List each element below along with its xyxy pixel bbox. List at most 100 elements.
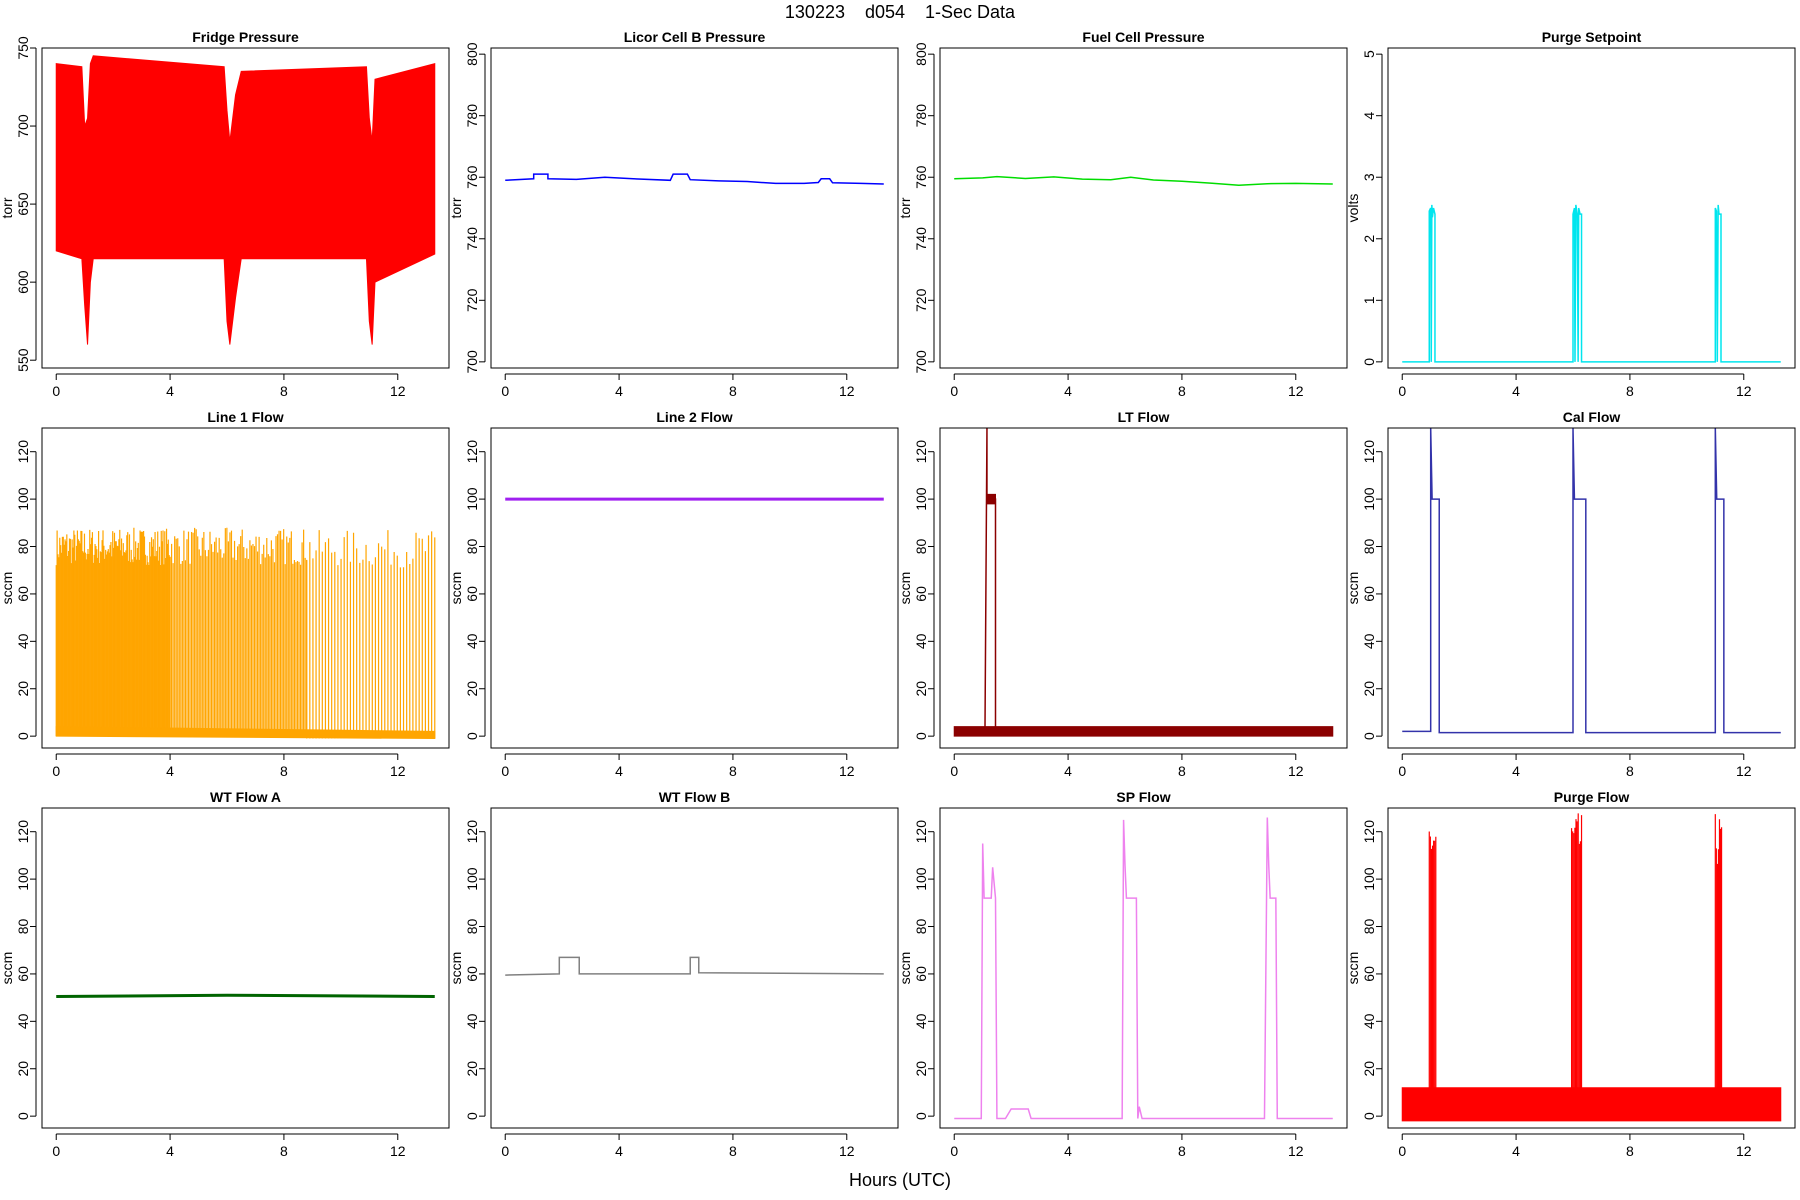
y-tick-label: 1 bbox=[1361, 296, 1377, 304]
y-axis-label: torr bbox=[448, 197, 464, 218]
panel-title: WT Flow B bbox=[659, 789, 731, 805]
panel-title: WT Flow A bbox=[210, 789, 281, 805]
x-tick-label: 12 bbox=[839, 383, 855, 399]
x-tick-label: 8 bbox=[1178, 1143, 1186, 1159]
x-tick-label: 8 bbox=[729, 1143, 737, 1159]
y-tick-label: 100 bbox=[464, 487, 480, 511]
plot-area bbox=[55, 55, 436, 345]
y-tick-label: 60 bbox=[913, 586, 929, 602]
y-tick-label: 100 bbox=[913, 487, 929, 511]
y-axis-label: sccm bbox=[448, 572, 464, 605]
panel-title: Fuel Cell Pressure bbox=[1082, 29, 1204, 45]
y-tick-label: 60 bbox=[15, 966, 31, 982]
y-tick-label: 120 bbox=[464, 820, 480, 844]
x-tick-label: 0 bbox=[950, 763, 958, 779]
plot-frame bbox=[1387, 807, 1796, 1129]
y-tick-label: 2 bbox=[1361, 235, 1377, 243]
x-tick-label: 12 bbox=[1288, 383, 1304, 399]
x-tick-label: 0 bbox=[1398, 1143, 1406, 1159]
y-axis-label: torr bbox=[897, 197, 913, 218]
x-tick-label: 4 bbox=[1512, 763, 1520, 779]
y-tick-label: 780 bbox=[913, 104, 929, 128]
data-line bbox=[954, 175, 1333, 186]
plot-area bbox=[1402, 204, 1781, 363]
plot-area bbox=[55, 527, 436, 740]
y-tick-label: 120 bbox=[913, 440, 929, 464]
plot-frame bbox=[939, 47, 1348, 369]
panel-title: SP Flow bbox=[1116, 789, 1170, 805]
panel-title: Licor Cell B Pressure bbox=[624, 29, 766, 45]
y-tick-label: 0 bbox=[1361, 732, 1377, 740]
x-tick-label: 12 bbox=[1736, 383, 1752, 399]
y-tick-label: 100 bbox=[15, 487, 31, 511]
y-tick-label: 80 bbox=[15, 539, 31, 555]
x-tick-label: 8 bbox=[729, 763, 737, 779]
y-tick-label: 20 bbox=[1361, 681, 1377, 697]
y-tick-label: 60 bbox=[15, 586, 31, 602]
y-tick-label: 80 bbox=[913, 539, 929, 555]
panel-0: Fridge Pressure torr 0 4 8 12 550 600 650 700 750 bbox=[0, 29, 450, 399]
plot-frame bbox=[490, 427, 899, 749]
data-line bbox=[505, 173, 884, 185]
data-line bbox=[1402, 428, 1781, 734]
y-tick-label: 20 bbox=[15, 681, 31, 697]
y-tick-label: 700 bbox=[15, 114, 31, 138]
panel-title: Line 2 Flow bbox=[656, 409, 732, 425]
x-tick-label: 12 bbox=[390, 763, 406, 779]
data-band bbox=[953, 726, 1334, 737]
x-tick-label: 4 bbox=[1512, 1143, 1520, 1159]
y-tick-label: 40 bbox=[15, 1013, 31, 1029]
y-tick-label: 40 bbox=[913, 1013, 929, 1029]
y-tick-label: 120 bbox=[464, 440, 480, 464]
y-tick-label: 60 bbox=[1361, 966, 1377, 982]
panel-title: Cal Flow bbox=[1563, 409, 1621, 425]
y-tick-label: 80 bbox=[464, 539, 480, 555]
y-tick-label: 800 bbox=[464, 42, 480, 66]
plot-area bbox=[954, 817, 1333, 1120]
x-tick-label: 0 bbox=[52, 383, 60, 399]
x-tick-label: 12 bbox=[1736, 763, 1752, 779]
y-tick-label: 4 bbox=[1361, 112, 1377, 120]
y-tick-label: 740 bbox=[913, 227, 929, 251]
y-tick-label: 40 bbox=[464, 1013, 480, 1029]
y-tick-label: 20 bbox=[464, 681, 480, 697]
y-axis-label: volts bbox=[1345, 194, 1361, 223]
plot-area bbox=[505, 173, 884, 185]
y-tick-label: 100 bbox=[1361, 867, 1377, 891]
y-tick-label: 0 bbox=[913, 732, 929, 740]
plot-frame bbox=[41, 807, 450, 1129]
data-band bbox=[1401, 1087, 1782, 1122]
x-tick-label: 12 bbox=[1736, 1143, 1752, 1159]
data-line bbox=[984, 428, 997, 732]
y-tick-label: 3 bbox=[1361, 173, 1377, 181]
x-tick-label: 0 bbox=[501, 383, 509, 399]
y-tick-label: 20 bbox=[913, 1061, 929, 1077]
y-tick-label: 780 bbox=[464, 104, 480, 128]
x-tick-label: 0 bbox=[52, 763, 60, 779]
y-axis-label: sccm bbox=[0, 952, 15, 985]
y-axis-label: sccm bbox=[897, 572, 913, 605]
x-tick-label: 12 bbox=[1288, 763, 1304, 779]
x-tick-label: 12 bbox=[839, 763, 855, 779]
x-tick-label: 4 bbox=[1064, 763, 1072, 779]
data-line bbox=[1402, 204, 1781, 363]
y-axis-label: torr bbox=[0, 197, 15, 218]
y-tick-label: 0 bbox=[15, 732, 31, 740]
y-tick-label: 40 bbox=[464, 633, 480, 649]
plot-frame bbox=[41, 427, 450, 749]
panel-title: Purge Flow bbox=[1554, 789, 1630, 805]
y-tick-label: 100 bbox=[15, 867, 31, 891]
x-tick-label: 4 bbox=[1064, 383, 1072, 399]
y-tick-label: 20 bbox=[1361, 1061, 1377, 1077]
x-tick-label: 8 bbox=[729, 383, 737, 399]
y-tick-label: 550 bbox=[15, 348, 31, 372]
y-tick-label: 760 bbox=[913, 165, 929, 189]
x-tick-label: 0 bbox=[52, 1143, 60, 1159]
figure-title: 130223 d054 1-Sec Data bbox=[784, 2, 1016, 22]
y-tick-label: 80 bbox=[913, 919, 929, 935]
y-tick-label: 60 bbox=[464, 586, 480, 602]
plot-area bbox=[953, 428, 1334, 737]
